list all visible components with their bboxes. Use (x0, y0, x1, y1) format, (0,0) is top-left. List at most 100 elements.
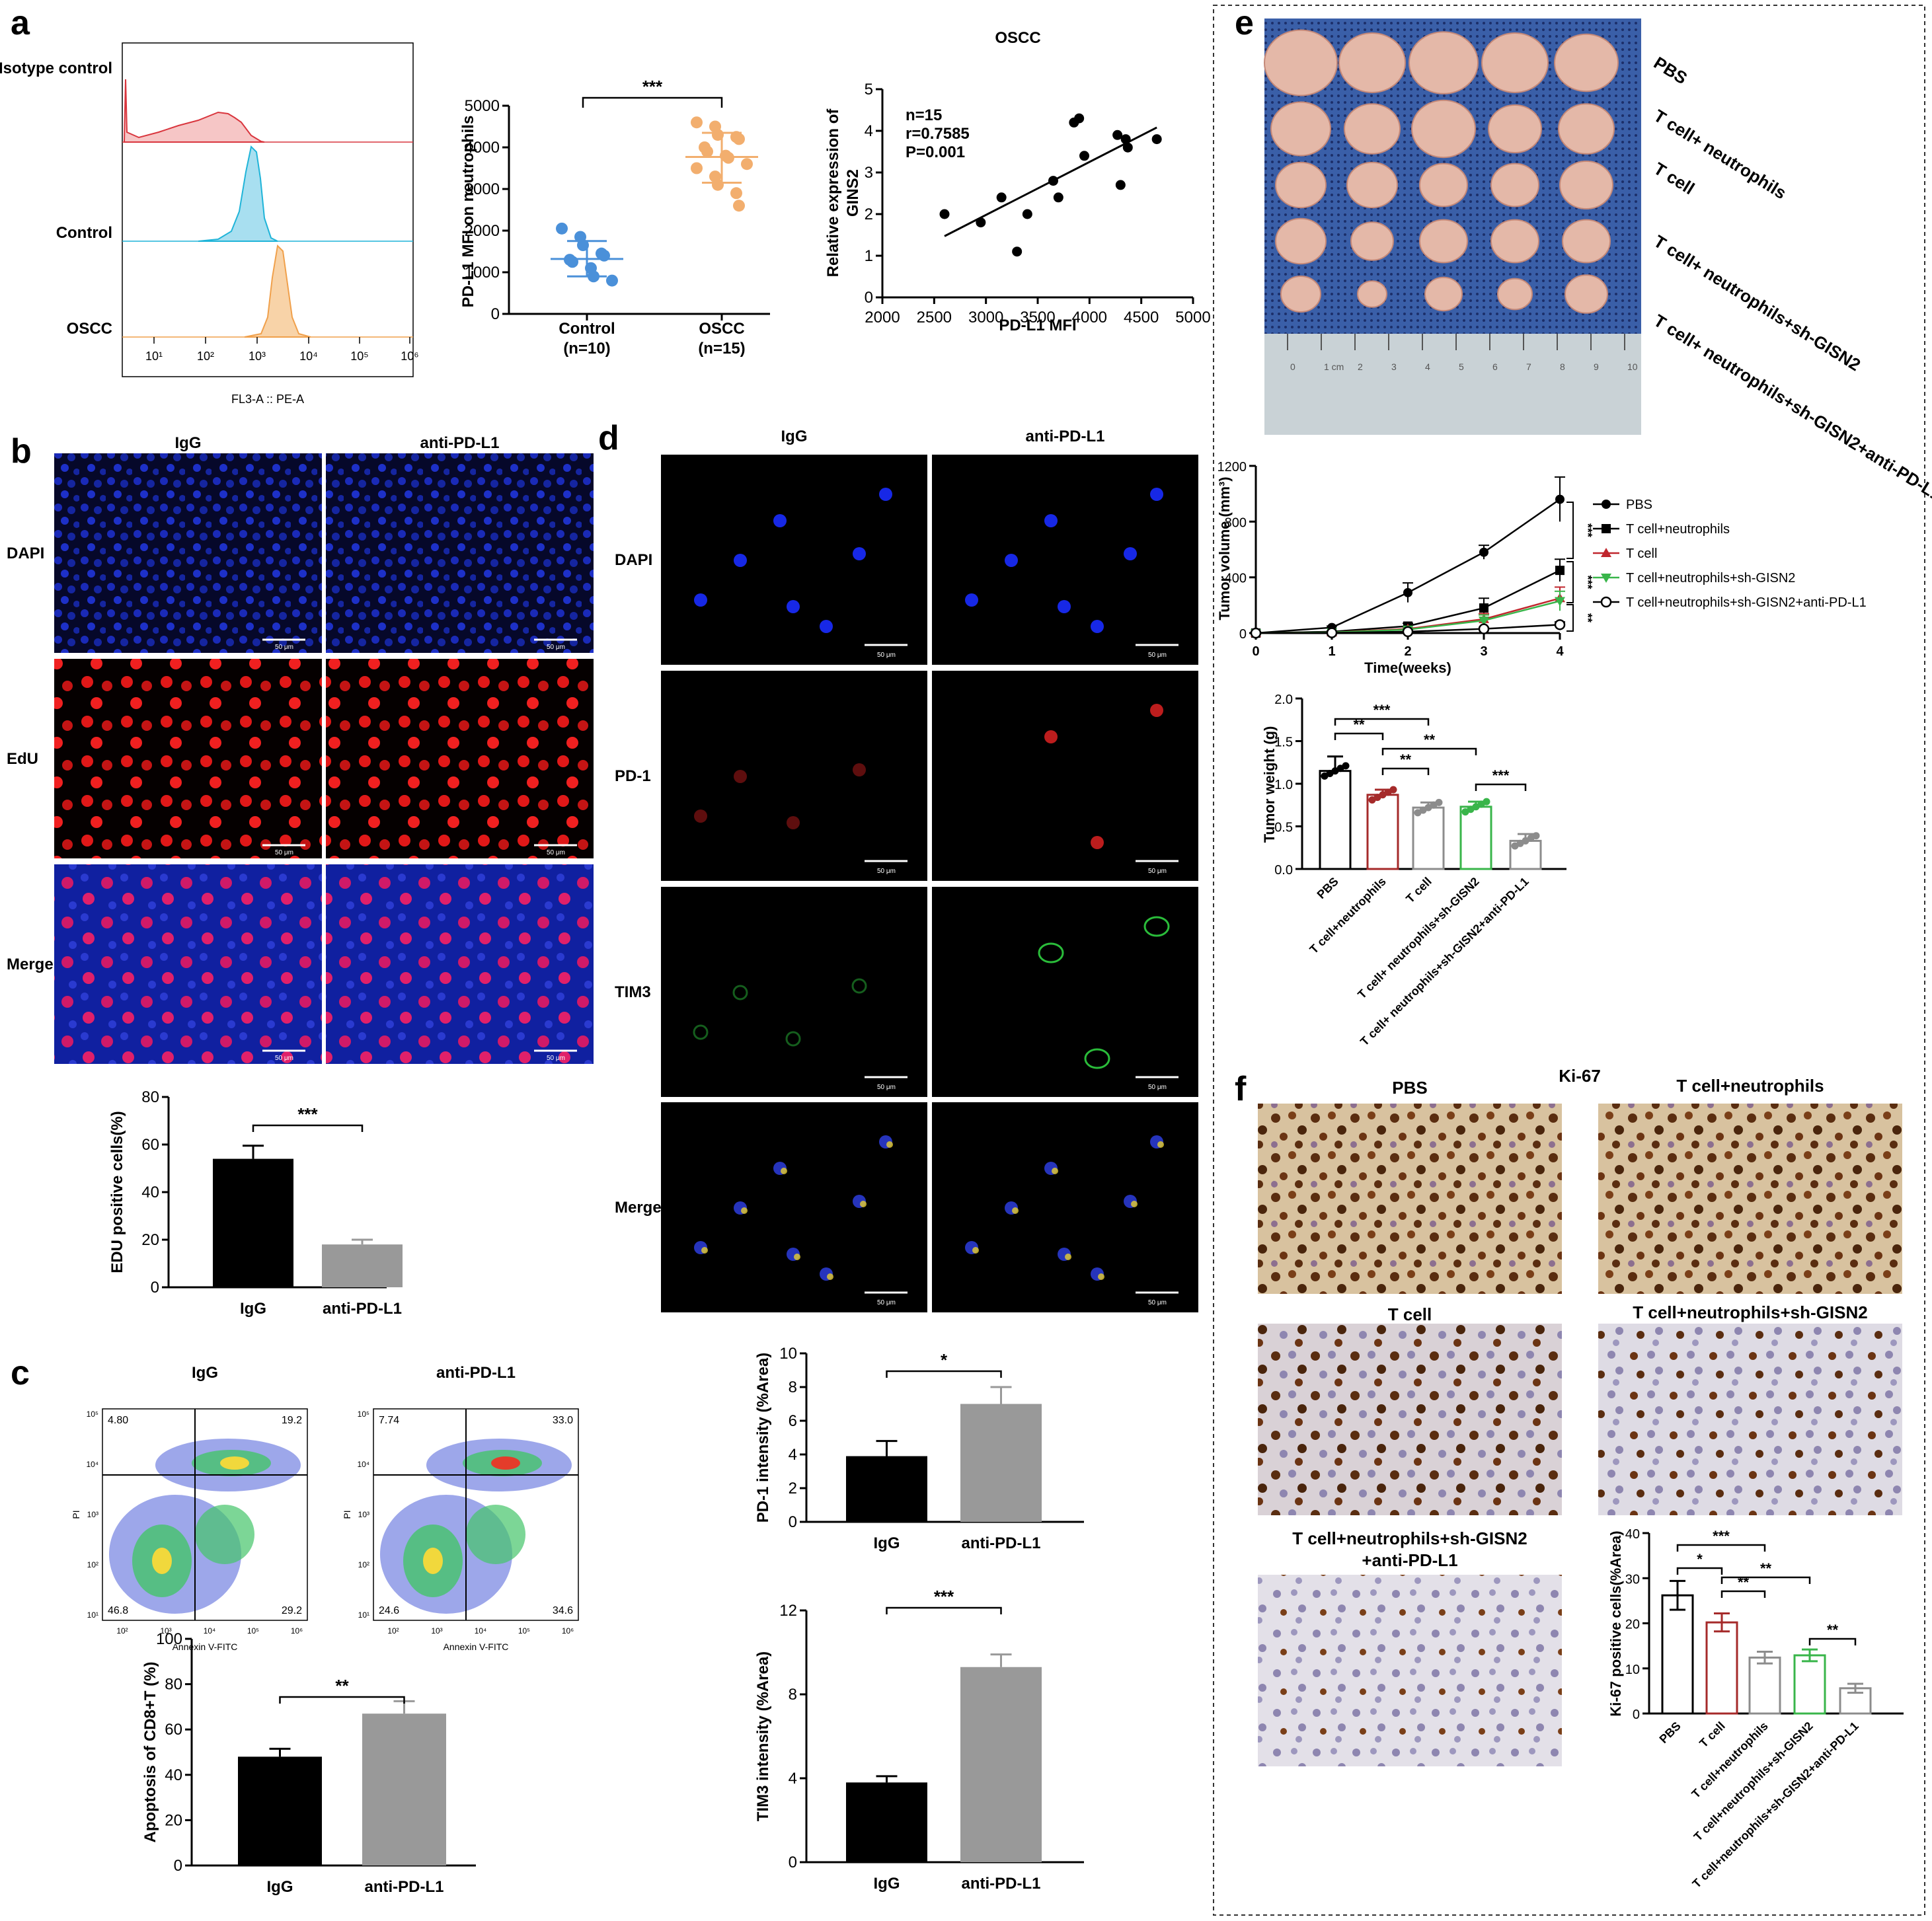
y-tick-label: 1 (865, 247, 873, 265)
data-point (1403, 587, 1412, 597)
data-point (1479, 617, 1489, 626)
ruler-label: 0 (1290, 361, 1295, 372)
cell (1150, 704, 1163, 717)
y-tick-label: 100 (156, 1630, 182, 1648)
bar (213, 1158, 293, 1287)
cell (701, 1247, 708, 1254)
y-tick-label: 10² (87, 1560, 98, 1569)
cell (1044, 730, 1058, 743)
legend-label: T cell (1626, 546, 1657, 561)
regression-line (944, 126, 1157, 237)
y-axis-label: PD-L1 MFI on neutrophils (459, 116, 477, 308)
y-tick-label: 1200 (1217, 460, 1247, 474)
x-tick-label: 10⁶ (401, 350, 418, 363)
data-point (1151, 134, 1162, 145)
significance-label: *** (1713, 1528, 1730, 1544)
x-tick-label: 4 (1556, 644, 1564, 659)
data-point (733, 133, 745, 145)
x-tick-label: 4500 (1124, 309, 1159, 326)
tumor (1270, 101, 1331, 157)
tumor (1497, 278, 1533, 311)
microscopy-image (661, 1102, 927, 1312)
tumor (1424, 276, 1463, 312)
category-label: anti-PD-L1 (962, 1875, 1041, 1893)
data-point (1554, 619, 1566, 630)
cell (1098, 1273, 1104, 1280)
x-tick-label: 10⁵ (518, 1626, 530, 1636)
y-axis-label: PD-1 intensity (%Area) (754, 1353, 772, 1523)
y-tick-label: 0 (1633, 1708, 1640, 1722)
x-tick-label: 10⁵ (350, 350, 368, 363)
bar (960, 1404, 1042, 1522)
tumor (1338, 32, 1406, 93)
x-tick-label: 2500 (917, 309, 952, 326)
microscopy-image (661, 455, 927, 665)
quadrant-value: 34.6 (553, 1605, 573, 1616)
x-tick-label: 3000 (968, 309, 1003, 326)
category-label: PBS (1657, 1719, 1683, 1746)
data-point (1600, 596, 1612, 608)
density-core (491, 1456, 520, 1470)
y-tick-label: 0 (789, 1513, 797, 1531)
category-label: anti-PD-L1 (962, 1534, 1041, 1552)
tumor (1558, 103, 1615, 155)
significance-bracket (1566, 604, 1574, 632)
cell (693, 1024, 709, 1040)
y-tick-label: 5 (865, 81, 873, 98)
y-tick-label: 2 (865, 206, 873, 223)
row-label: EdU (7, 750, 38, 768)
tumor (1344, 103, 1401, 155)
panel-label-c: c (11, 1354, 30, 1392)
ruler-label: 5 (1459, 361, 1464, 372)
data-point (1479, 547, 1488, 557)
data-point (1012, 246, 1023, 257)
x-tick-label: 2 (1404, 644, 1411, 659)
microscopy-image (54, 659, 322, 858)
y-tick-label: 0.0 (1274, 863, 1293, 878)
data-point (1479, 603, 1488, 613)
cell (1084, 1048, 1110, 1069)
data-point (1342, 762, 1350, 770)
ruler-label: 9 (1594, 361, 1599, 372)
significance-bracket (1676, 1544, 1766, 1552)
x-tick-label: 3500 (1020, 309, 1055, 326)
microscopy-image (326, 864, 594, 1064)
y-tick-label: 10¹ (87, 1610, 98, 1620)
data-point (1435, 798, 1443, 806)
x-tick-label: 10⁴ (204, 1626, 216, 1636)
significance-label: *** (934, 1587, 954, 1606)
panel-label-f: f (1235, 1070, 1247, 1108)
y-tick-label: 10¹ (358, 1610, 369, 1620)
cell (1005, 554, 1018, 567)
dashed-frame (1213, 5, 1925, 1916)
tumor (1490, 163, 1539, 207)
significance-label: * (1697, 1551, 1703, 1567)
histogram-row-label: Isotype control (0, 59, 112, 77)
microscopy-image (326, 659, 594, 858)
density-cluster (195, 1505, 254, 1564)
significance-label: * (941, 1350, 948, 1370)
data-point (1532, 832, 1540, 840)
scale-bar-label: 50 μm (1148, 652, 1167, 659)
data-point (1602, 524, 1611, 533)
y-axis-label: EDU positive cells(%) (108, 1111, 126, 1273)
y-tick-label: 1.0 (1274, 778, 1293, 792)
group-label: T cell+ neutrophils+sh-GISN2+anti-PD-L1 (1650, 311, 1932, 506)
cell (827, 1273, 833, 1280)
microscopy-image (661, 887, 927, 1097)
density-core (423, 1548, 443, 1574)
cell (773, 514, 787, 527)
ihc-image (1598, 1324, 1902, 1515)
y-tick-label: 0 (174, 1857, 182, 1875)
microscopy-image (661, 671, 927, 881)
row-label: DAPI (7, 545, 44, 562)
significance-label: *** (642, 77, 663, 96)
column-label: IgG (175, 434, 202, 452)
y-tick-label: 20 (141, 1231, 159, 1249)
image-label: T cell+neutrophils+sh-GISN2 (1633, 1302, 1867, 1322)
ruler-label: 10 (1627, 361, 1638, 372)
data-point (1601, 574, 1611, 583)
data-point (1326, 627, 1338, 638)
ihc-image (1258, 1575, 1562, 1766)
